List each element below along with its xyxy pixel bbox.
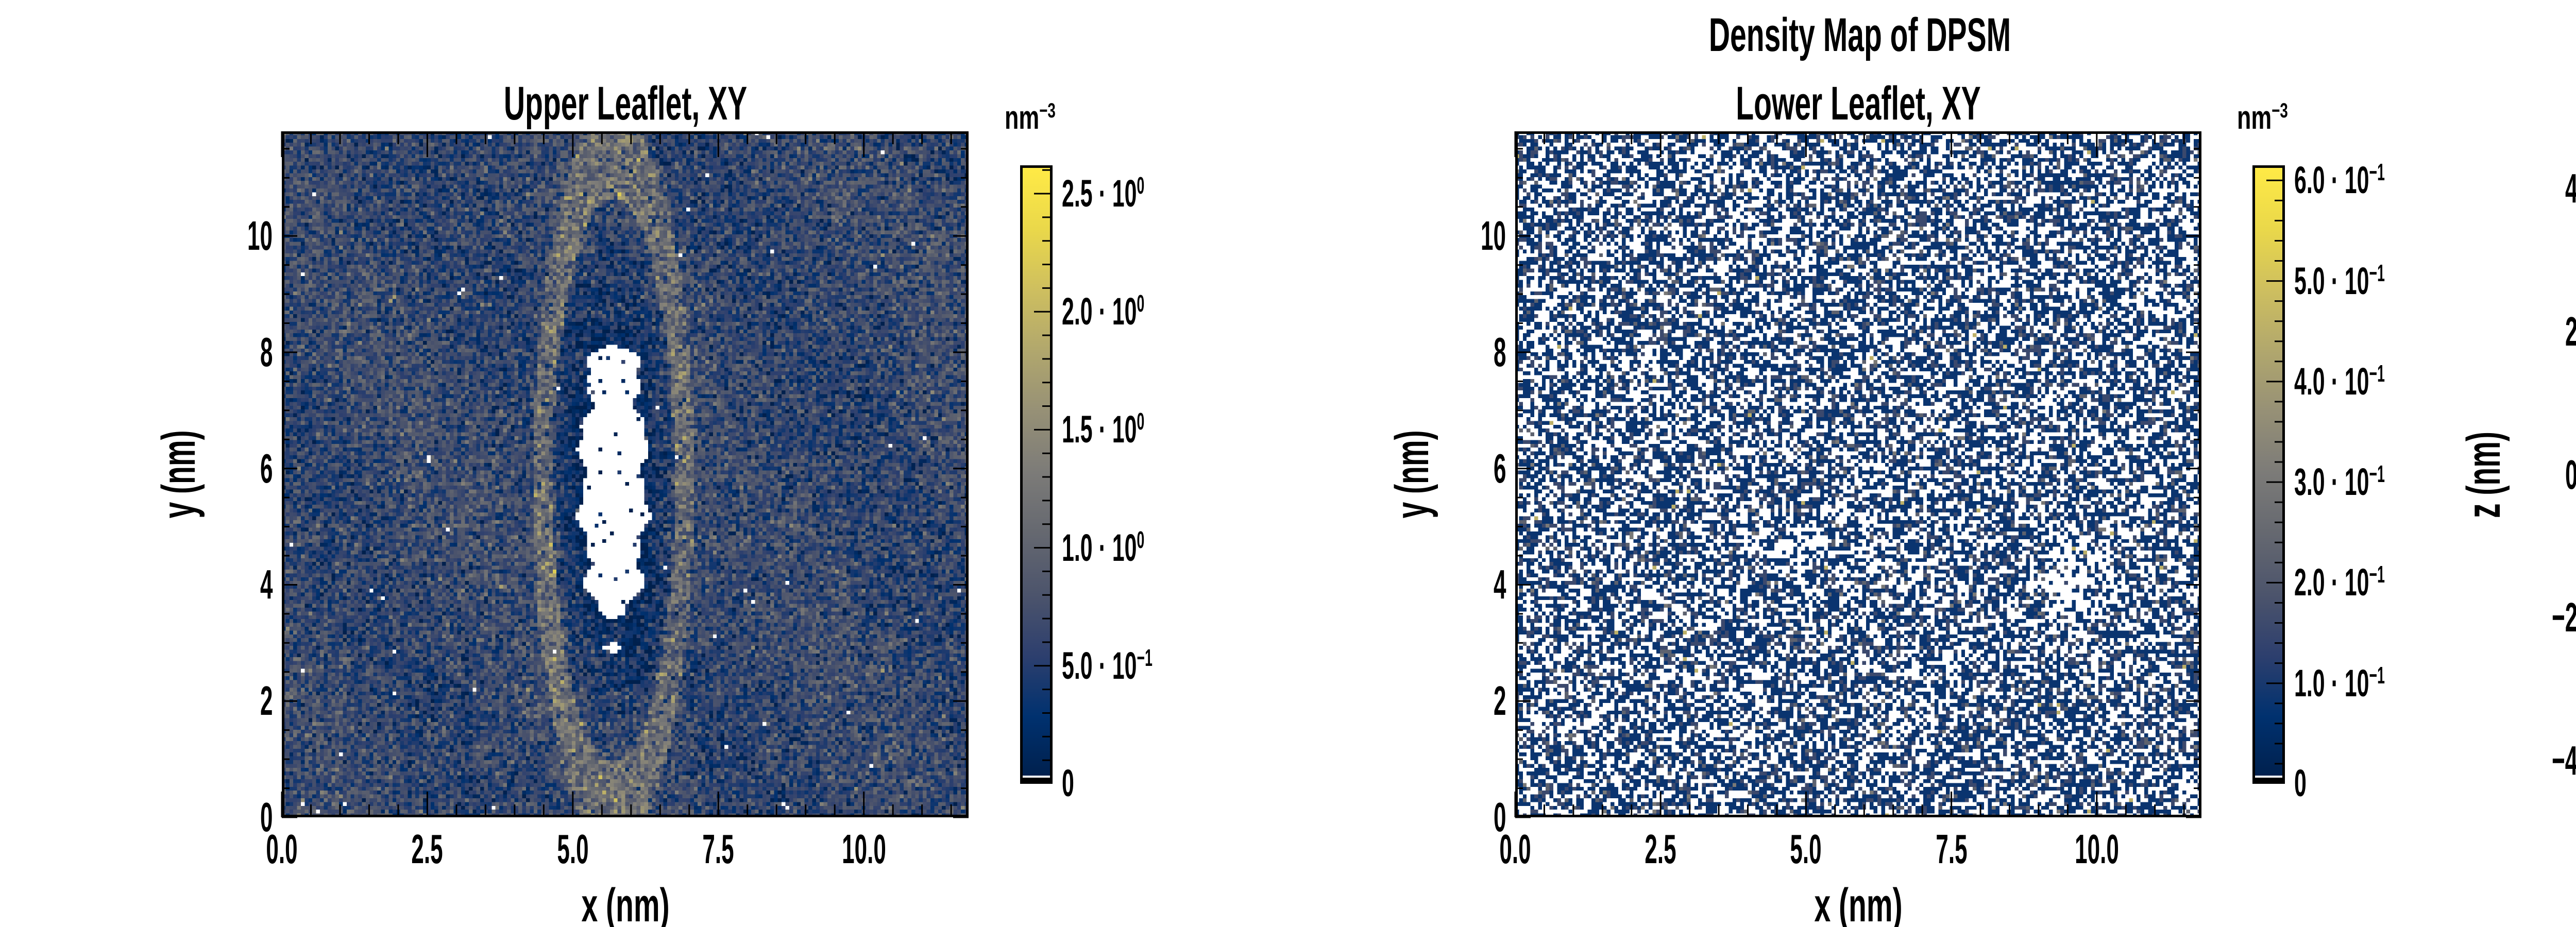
colorbar-tick-mantissa: 2.0 · 10	[2294, 561, 2369, 604]
colorbar-upper	[1020, 165, 1053, 784]
figure-suptitle: Density Map of DPSM	[1708, 9, 2011, 61]
colorbar-tick-mantissa: 0	[1062, 762, 1074, 804]
colorbar-unit-lower: nm−3	[2237, 99, 2288, 136]
colorbar-tick-mantissa: 2.5 · 10	[1062, 172, 1137, 215]
colorbar-tick-label: 0	[1062, 764, 1074, 802]
x-tick-label: 10.0	[841, 826, 886, 872]
colorbar-tick-mantissa: 6.0 · 10	[2294, 159, 2369, 202]
y-tick-label: 6	[260, 445, 273, 491]
x-tick-label: 2.5	[1645, 826, 1676, 872]
y-tick-label: −4	[2551, 737, 2576, 783]
colorbar-tick-exponent: −1	[2369, 359, 2385, 387]
y-tick-label: 0	[260, 794, 273, 840]
y-tick-label: 2	[260, 678, 273, 724]
colorbar-tick-mantissa: 5.0 · 10	[1062, 644, 1137, 688]
colorbar-lower	[2252, 165, 2285, 784]
colorbar-tick-exponent: 0	[1137, 172, 1145, 199]
y-axis-label-transversal: z (nm)	[2458, 431, 2510, 518]
y-tick-label: 10	[247, 213, 273, 259]
colorbar-tick-mantissa: 4.0 · 10	[2294, 360, 2369, 403]
colorbar-tick-exponent: −1	[2369, 259, 2385, 286]
y-tick-label: 0	[1493, 794, 1506, 840]
x-tick-label: 0.0	[1499, 826, 1531, 872]
x-tick-label: 7.5	[1936, 826, 1968, 872]
colorbar-tick-exponent: −1	[2369, 159, 2385, 186]
colorbar-unit-base: nm	[1005, 99, 1040, 136]
y-tick-label: 6	[1493, 445, 1506, 491]
colorbar-tick-mantissa: 2.0 · 10	[1062, 290, 1137, 333]
colorbar-unit-exponent: −3	[2272, 99, 2288, 123]
colorbar-tick-label: 3.0 · 10−1	[2294, 462, 2385, 501]
colorbar-tick-exponent: 0	[1137, 290, 1145, 317]
x-tick-label: 10.0	[2074, 826, 2119, 872]
panel-title-lower: Lower Leaflet, XY	[1736, 77, 1981, 130]
x-axis-label-upper: x (nm)	[581, 879, 670, 927]
y-tick-label: 4	[2565, 168, 2576, 209]
y-tick-label: 8	[1493, 329, 1506, 375]
colorbar-tick-label: 5.0 · 10−1	[1062, 646, 1153, 685]
y-tick-label: 8	[260, 329, 273, 375]
y-tick-label: 2	[1493, 678, 1506, 724]
colorbar-tick-label: 2.0 · 100	[1062, 290, 1145, 333]
colorbar-tick-mantissa: 1.0 · 10	[2294, 661, 2369, 705]
x-axis-label-lower: x (nm)	[1814, 879, 1903, 927]
colorbar-unit-base: nm	[2237, 99, 2272, 136]
colorbar-tick-mantissa: 1.0 · 10	[1062, 526, 1137, 569]
colorbar-tick-label: 4.0 · 10−1	[2294, 362, 2385, 401]
heatmap-upper	[282, 131, 969, 817]
colorbar-tick-exponent: 0	[1137, 526, 1145, 553]
colorbar-unit-upper: nm−3	[1005, 99, 1056, 136]
colorbar-tick-label: 1.0 · 10−1	[2294, 661, 2385, 705]
heatmap-lower	[1515, 131, 2201, 817]
colorbar-tick-exponent: −1	[2369, 460, 2385, 488]
y-axis-label-lower: y (nm)	[1386, 430, 1438, 519]
colorbar-tick-mantissa: 3.0 · 10	[2294, 460, 2369, 504]
colorbar-tick-label: 2.5 · 100	[1062, 174, 1144, 213]
colorbar-tick-label: 1.0 · 100	[1062, 528, 1144, 567]
y-tick-label: 4	[1493, 561, 1506, 608]
colorbar-tick-exponent: −1	[1137, 644, 1153, 671]
colorbar-tick-exponent: −1	[2369, 561, 2385, 588]
colorbar-tick-mantissa: 0	[2294, 762, 2307, 804]
x-tick-label: 0.0	[266, 826, 298, 872]
colorbar-tick-mantissa: 1.5 · 10	[1062, 408, 1137, 451]
colorbar-unit-exponent: −3	[1039, 99, 1056, 123]
colorbar-tick-label: 0	[2294, 764, 2307, 802]
colorbar-tick-mantissa: 5.0 · 10	[2294, 259, 2369, 302]
panel-title-upper: Upper Leaflet, XY	[503, 77, 747, 130]
y-tick-label: 10	[1481, 213, 1506, 259]
colorbar-tick-exponent: −1	[2369, 661, 2385, 689]
colorbar-tick-label: 5.0 · 10−1	[2294, 259, 2385, 302]
colorbar-tick-exponent: 0	[1137, 408, 1145, 435]
y-tick-label: 2	[2565, 311, 2576, 352]
y-tick-label: 0	[2565, 454, 2576, 495]
y-tick-label: −2	[2551, 594, 2576, 641]
y-axis-label-upper: y (nm)	[152, 430, 205, 519]
y-tick-label: 4	[260, 561, 273, 608]
x-tick-label: 5.0	[1790, 826, 1822, 872]
x-tick-label: 7.5	[702, 826, 734, 872]
colorbar-tick-label: 6.0 · 10−1	[2294, 159, 2385, 202]
colorbar-tick-label: 2.0 · 10−1	[2294, 561, 2385, 604]
x-tick-label: 2.5	[411, 826, 443, 872]
colorbar-tick-label: 1.5 · 100	[1062, 408, 1145, 451]
x-tick-label: 5.0	[557, 826, 589, 872]
